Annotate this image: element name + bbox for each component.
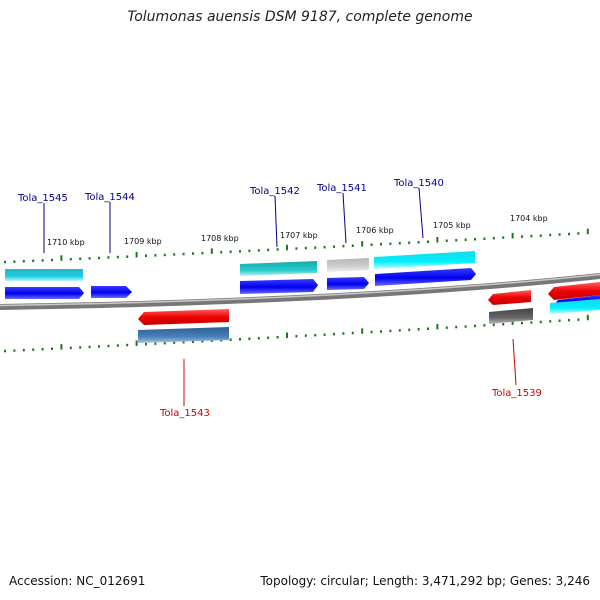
gene-label-tola-1542[interactable]: Tola_1542 bbox=[249, 186, 300, 197]
leader-line-tola-1542 bbox=[274, 195, 278, 248]
feature-box-tola-1541 bbox=[327, 258, 369, 272]
gene-label-tola-1541[interactable]: Tola_1541 bbox=[316, 183, 367, 194]
gene-arrow-tola-1541[interactable] bbox=[327, 277, 369, 290]
gene-arrow-tola-1544[interactable] bbox=[91, 286, 132, 298]
gene-arrow-tola-1539[interactable] bbox=[488, 290, 531, 305]
gene-label-tola-1544[interactable]: Tola_1544 bbox=[84, 192, 135, 203]
genome-backbone bbox=[0, 273, 600, 310]
gene-arrow-tola-1543[interactable] bbox=[138, 309, 229, 325]
feature-box-offscreen bbox=[550, 299, 600, 314]
scale-label-1705: 1705 kbp bbox=[433, 221, 471, 230]
gene-label-tola-1540[interactable]: Tola_1540 bbox=[393, 178, 444, 189]
scale-label-1709: 1709 kbp bbox=[124, 237, 162, 246]
feature-box-tola-1543 bbox=[138, 327, 229, 343]
map-title: Tolumonas auensis DSM 9187, complete gen… bbox=[127, 9, 473, 25]
feature-box-tola-1539 bbox=[489, 308, 533, 324]
gene-label-tola-1539[interactable]: Tola_1539 bbox=[491, 388, 542, 399]
leader-line-tola-1540 bbox=[418, 187, 424, 239]
feature-box-tola-1545 bbox=[5, 269, 83, 281]
scale-ticks-top bbox=[4, 228, 589, 264]
scale-label-1706: 1706 kbp bbox=[356, 226, 394, 235]
scale-label-1704: 1704 kbp bbox=[510, 214, 548, 223]
feature-box-tola-1542 bbox=[240, 261, 317, 276]
scale-label-1707: 1707 kbp bbox=[280, 231, 318, 240]
scale-label-1710: 1710 kbp bbox=[47, 238, 85, 247]
gene-label-tola-1545[interactable]: Tola_1545 bbox=[17, 193, 68, 204]
leader-line-tola-1539 bbox=[512, 338, 517, 386]
topology-text: Topology: circular; Length: 3,471,292 bp… bbox=[260, 574, 590, 588]
gene-arrow-tola-1540[interactable] bbox=[375, 268, 476, 286]
accession-text: Accession: NC_012691 bbox=[9, 574, 146, 588]
gene-arrow-tola-1545[interactable] bbox=[5, 287, 84, 299]
leader-line-tola-1541 bbox=[342, 192, 347, 244]
feature-box-tola-1540 bbox=[374, 251, 475, 269]
gene-arrow-offscreen-reverse[interactable] bbox=[548, 282, 600, 300]
gene-label-tola-1543[interactable]: Tola_1543 bbox=[159, 408, 210, 419]
scale-label-1708: 1708 kbp bbox=[201, 234, 239, 243]
gene-arrow-tola-1542[interactable] bbox=[240, 279, 318, 294]
scale-ticks-bottom bbox=[4, 314, 589, 353]
